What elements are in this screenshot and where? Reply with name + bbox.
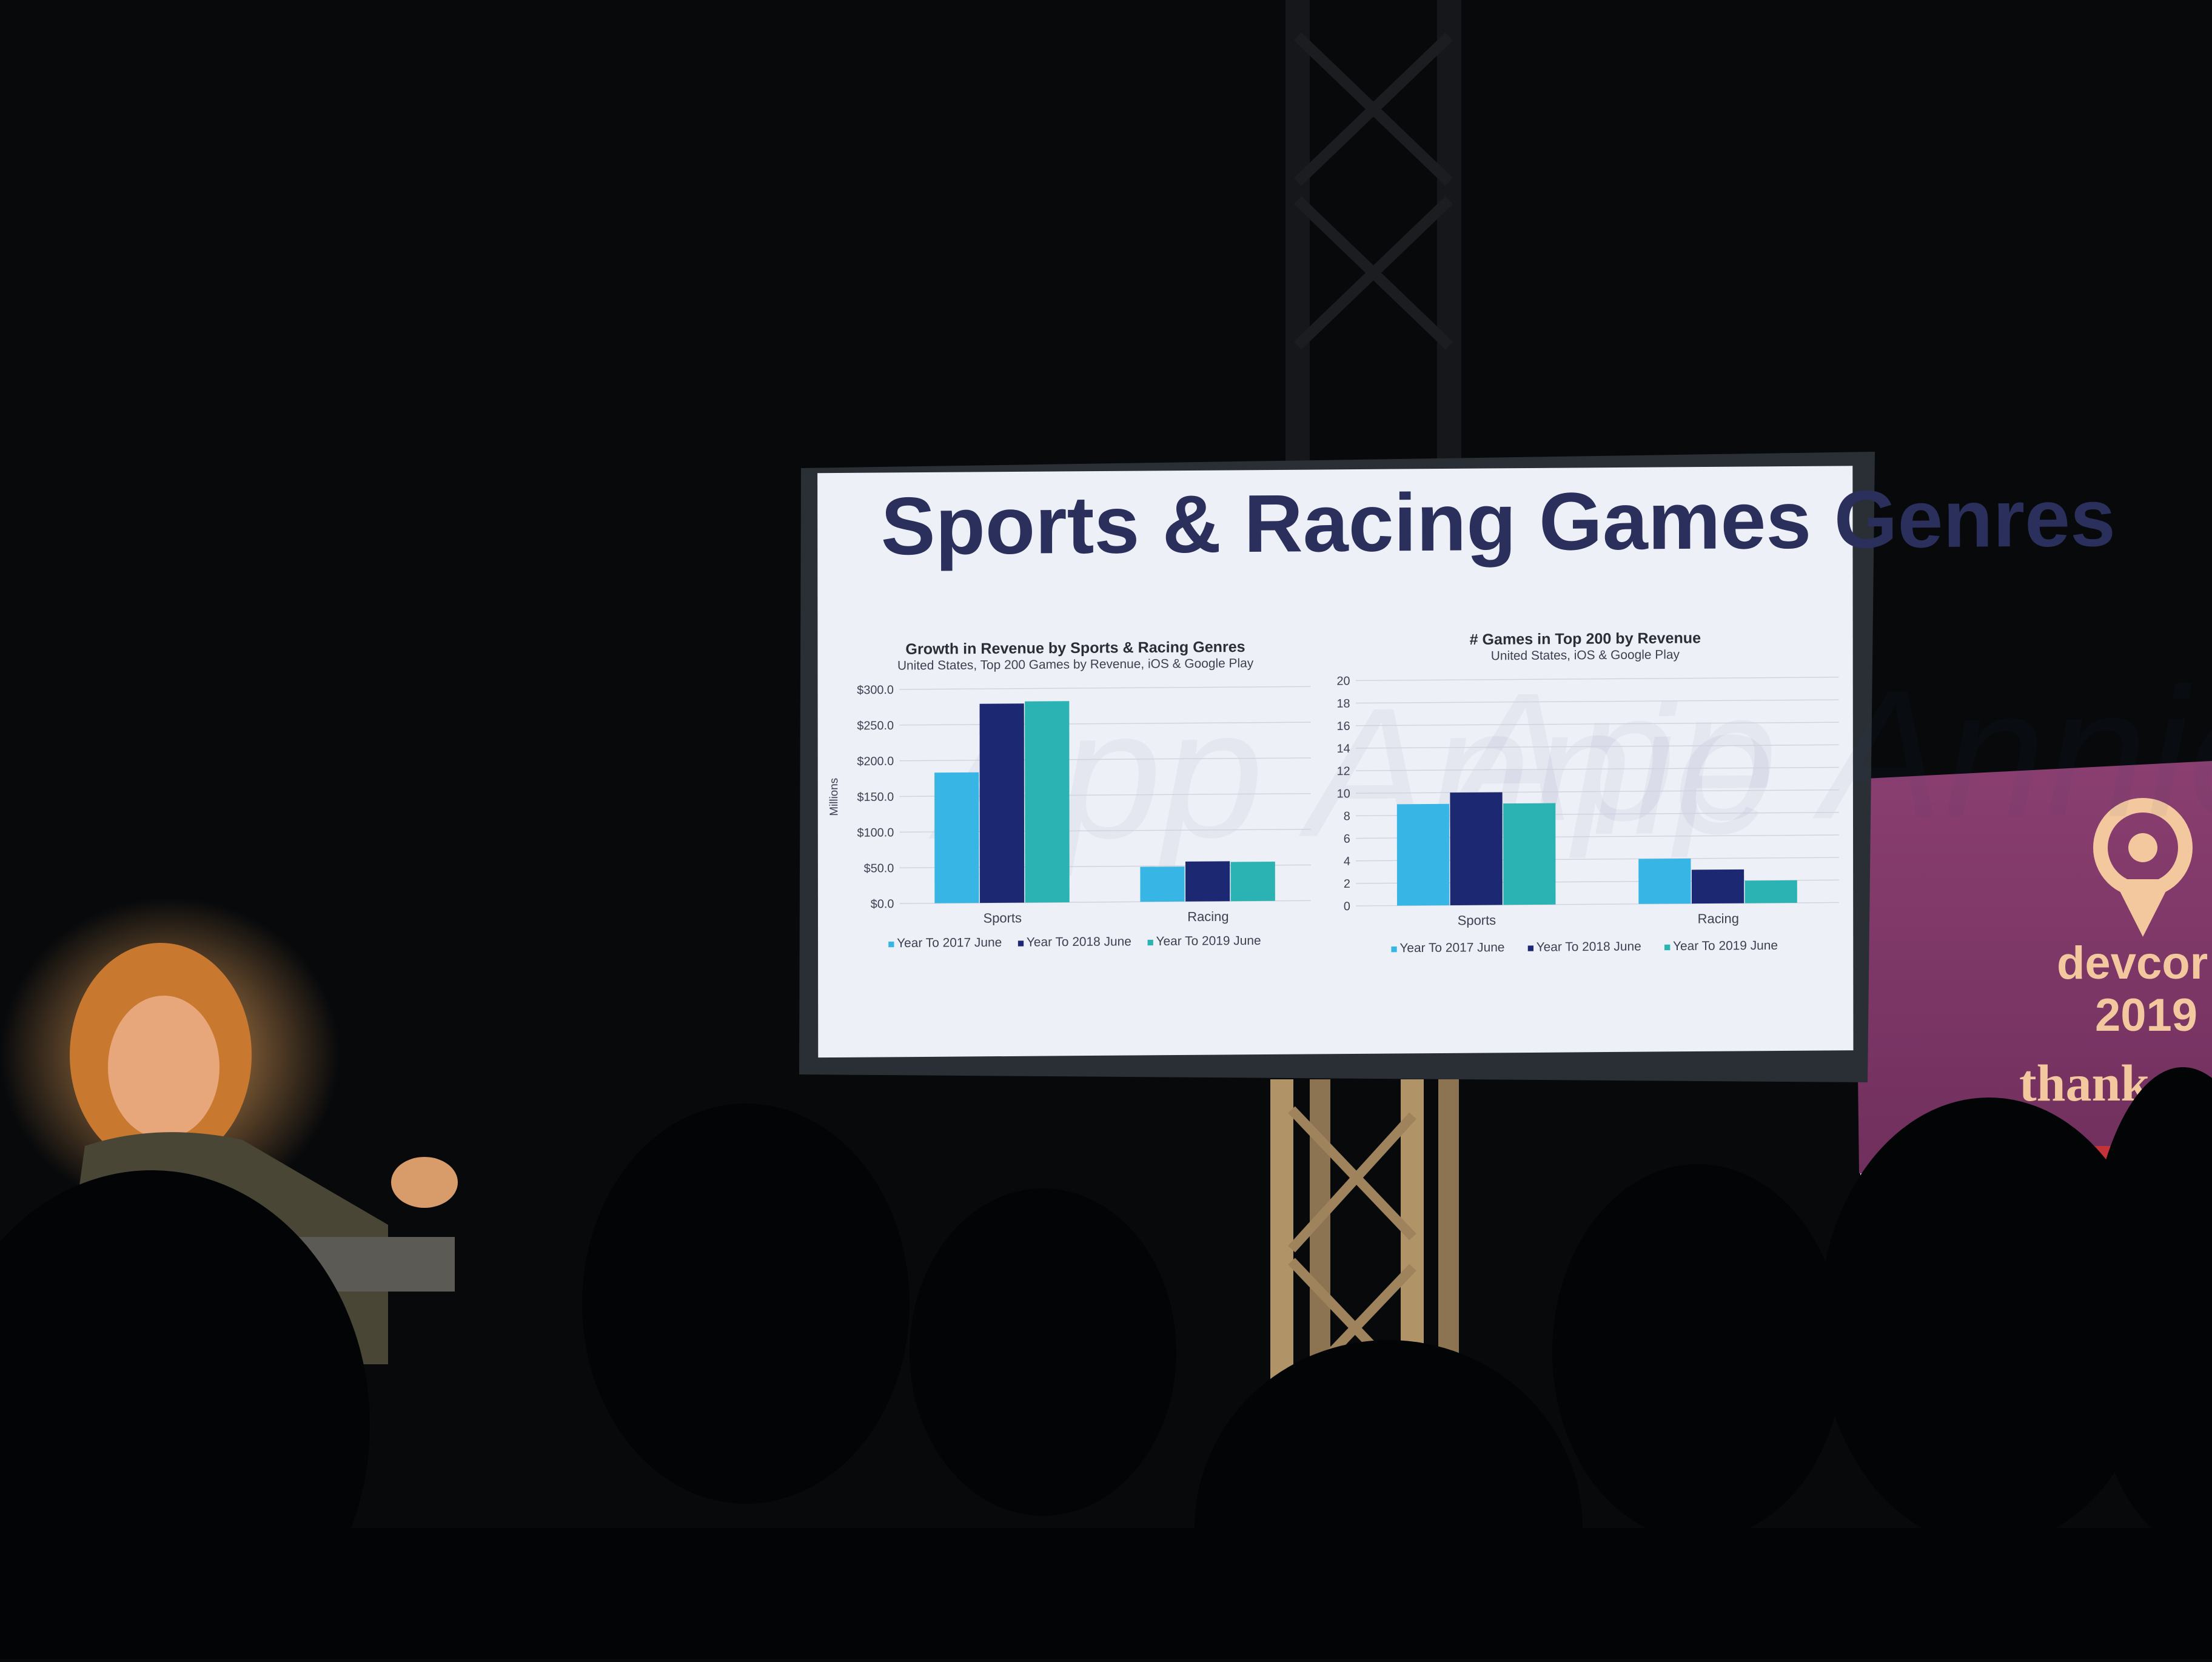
audience (0, 1067, 2212, 1662)
banner-year: 2019 (2095, 990, 2197, 1041)
stage-truss (1270, 0, 1461, 1443)
event-logo (2093, 798, 2193, 937)
banner-brand: devcor (2057, 937, 2208, 989)
